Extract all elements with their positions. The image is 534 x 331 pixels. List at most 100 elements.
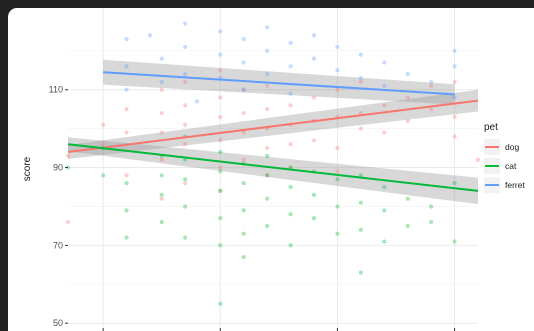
- data-point-dog: [241, 130, 246, 135]
- data-point-ferret: [124, 64, 129, 69]
- data-point-dog: [241, 87, 246, 92]
- data-point-dog: [159, 87, 164, 92]
- data-point-ferret: [265, 48, 270, 53]
- data-point-ferret: [183, 44, 188, 50]
- data-point-dog: [311, 138, 317, 143]
- data-point-ferret: [241, 60, 246, 65]
- data-point-dog: [382, 103, 387, 108]
- data-point-dog: [218, 165, 223, 170]
- y-tick-label: 70: [53, 240, 63, 250]
- confidence-band-dog: [68, 89, 478, 159]
- data-point-cat: [183, 235, 188, 240]
- data-point-dog: [475, 157, 481, 162]
- data-point-cat: [288, 243, 293, 248]
- data-point-dog: [183, 103, 188, 108]
- data-point-cat: [382, 184, 387, 190]
- trend-lines: [67, 71, 479, 192]
- data-point-cat: [183, 204, 188, 209]
- data-point-dog: [358, 79, 363, 85]
- data-point-cat: [124, 181, 129, 186]
- data-point-dog: [241, 110, 246, 116]
- data-point-dog: [335, 87, 340, 92]
- data-point-ferret: [429, 79, 434, 85]
- data-point-ferret: [382, 83, 387, 88]
- data-point-cat: [218, 243, 223, 248]
- data-point-dog: [288, 142, 293, 147]
- plot-panel: [68, 8, 478, 331]
- legend-title: pet: [484, 122, 498, 133]
- data-point-dog: [265, 83, 270, 88]
- data-point-dog: [452, 134, 457, 139]
- data-point-dog: [218, 188, 223, 194]
- data-point-cat: [241, 254, 246, 260]
- data-point-dog: [183, 122, 188, 127]
- y-axis-title: score: [22, 156, 33, 181]
- data-point-cat: [65, 165, 71, 170]
- data-point-cat: [358, 227, 363, 232]
- y-tick-label: 50: [53, 318, 63, 328]
- data-point-ferret: [405, 72, 410, 77]
- data-point-cat: [311, 216, 317, 221]
- data-point-dog: [218, 138, 223, 143]
- data-point-dog: [218, 114, 223, 120]
- data-point-ferret: [311, 56, 317, 61]
- data-point-ferret: [124, 37, 129, 42]
- data-point-dog: [65, 153, 71, 158]
- data-point-ferret: [159, 79, 164, 85]
- data-point-dog: [183, 142, 188, 147]
- data-point-cat: [124, 208, 129, 213]
- data-point-cat: [358, 270, 363, 275]
- data-point-cat: [288, 212, 293, 217]
- data-point-cat: [218, 216, 223, 221]
- trend-line-dog: [67, 99, 479, 153]
- data-point-cat: [382, 239, 387, 244]
- data-point-ferret: [382, 60, 387, 65]
- data-point-ferret: [288, 91, 293, 96]
- data-point-ferret: [124, 87, 129, 92]
- data-point-dog: [429, 83, 434, 88]
- data-point-ferret: [335, 68, 340, 73]
- data-point-dog: [405, 118, 410, 123]
- data-point-cat: [405, 196, 410, 201]
- data-point-cat: [124, 235, 129, 240]
- data-point-dog: [358, 126, 363, 131]
- legend-label-dog: dog: [505, 142, 519, 152]
- confidence-bands: [68, 59, 478, 205]
- legend-label-ferret: ferret: [505, 180, 525, 190]
- data-point-cat: [335, 177, 340, 182]
- data-point-cat: [311, 192, 317, 197]
- data-point-cat: [159, 219, 164, 225]
- data-point-dog: [124, 130, 129, 135]
- y-tick-label: 110: [49, 85, 63, 95]
- data-point-dog: [358, 110, 363, 116]
- data-point-dog: [241, 157, 246, 162]
- data-point-cat: [288, 184, 293, 190]
- confidence-band-cat: [68, 137, 478, 205]
- data-point-dog: [159, 110, 164, 116]
- data-point-cat: [183, 177, 188, 182]
- data-point-cat: [265, 153, 270, 158]
- data-point-ferret: [358, 52, 363, 57]
- scatter-chart: 50 70 90 110 score pet dog cat ferret: [22, 8, 525, 331]
- data-point-dog: [124, 173, 129, 178]
- data-point-cat: [218, 169, 223, 174]
- data-point-dog: [288, 103, 293, 108]
- data-point-cat: [218, 149, 223, 155]
- data-point-cat: [218, 301, 223, 306]
- data-point-ferret: [194, 99, 199, 104]
- data-point-cat: [335, 231, 340, 236]
- data-point-dog: [159, 157, 164, 162]
- data-point-dog: [218, 95, 223, 100]
- data-point-dog: [265, 145, 270, 151]
- trend-line-ferret: [103, 71, 455, 96]
- confidence-band-ferret: [103, 59, 455, 105]
- data-point-ferret: [147, 33, 153, 38]
- data-point-cat: [382, 208, 387, 213]
- data-point-ferret: [452, 64, 457, 69]
- data-point-cat: [265, 173, 270, 178]
- data-point-ferret: [183, 21, 188, 26]
- data-point-ferret: [218, 52, 223, 57]
- data-point-dog: [335, 169, 340, 174]
- data-point-dog: [265, 173, 270, 178]
- y-tick-label: 90: [53, 163, 63, 173]
